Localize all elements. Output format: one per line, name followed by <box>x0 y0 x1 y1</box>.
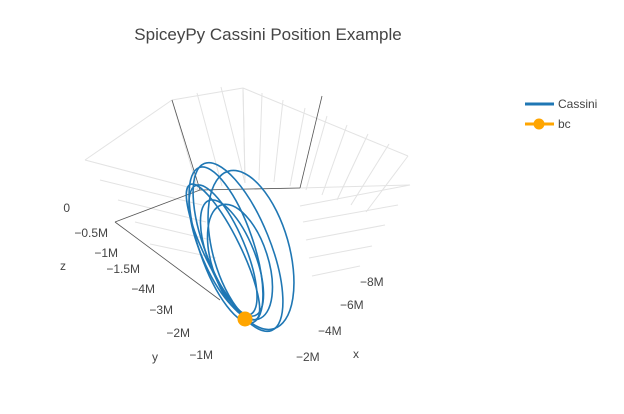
grid-line <box>242 87 246 184</box>
grid-line <box>305 224 386 241</box>
x-tick-label: −6M <box>340 298 364 312</box>
grid-lines <box>84 86 411 277</box>
grid-line <box>99 179 203 206</box>
axis-line <box>114 221 221 301</box>
z-tick-label: −2M <box>166 326 190 340</box>
axis-lines <box>114 95 323 301</box>
cassini-orbit <box>199 199 265 317</box>
legend-item-bc[interactable]: bc <box>525 117 571 131</box>
z-tick-label: −3M <box>149 303 173 317</box>
axis-line <box>199 187 301 191</box>
grid-line <box>289 107 306 187</box>
z-axis-label: z <box>60 259 66 273</box>
y-axis-label: y <box>152 350 158 364</box>
grid-line <box>242 87 409 157</box>
cassini-orbit <box>206 203 274 321</box>
grid-line <box>84 99 173 161</box>
legend-marker-bc <box>533 118 545 130</box>
grid-line <box>196 92 223 187</box>
legend-item-cassini[interactable]: Cassini <box>525 97 597 111</box>
grid-line <box>308 245 373 259</box>
grid-line <box>299 184 411 207</box>
grid-line <box>365 155 409 213</box>
grid-line <box>321 124 348 196</box>
z-tick-label: −1M <box>94 246 118 260</box>
z-tick-label: −0.5M <box>74 226 108 240</box>
y-tick-label: −1M <box>189 348 213 362</box>
x-tick-label: −8M <box>360 275 384 289</box>
z-tick-label: −1.5M <box>106 262 140 276</box>
z-tick-label: −4M <box>131 282 155 296</box>
grid-line <box>171 87 244 101</box>
grid-line <box>258 92 263 181</box>
grid-line <box>117 199 207 223</box>
legend-label-bc: bc <box>558 117 571 131</box>
z-tick-label: 0 <box>63 201 70 215</box>
grid-line <box>134 221 212 241</box>
grid-line <box>302 204 399 223</box>
cassini-orbit <box>207 169 295 331</box>
grid-line <box>84 159 200 191</box>
legend: Cassini bc <box>525 97 597 131</box>
chart-title: SpiceyPy Cassini Position Example <box>134 25 401 44</box>
grid-line <box>350 143 390 206</box>
bc-trace[interactable] <box>237 311 253 327</box>
cassini-trajectory[interactable] <box>174 152 310 343</box>
axis-line <box>171 99 201 191</box>
x-axis-label: x <box>353 347 359 361</box>
x-tick-label: −2M <box>296 350 320 364</box>
grid-line <box>311 265 361 277</box>
grid-line <box>336 133 369 201</box>
grid-line <box>220 86 246 184</box>
bc-marker <box>237 311 253 327</box>
x-tick-label: −4M <box>318 324 342 338</box>
cassini-orbit <box>192 161 284 333</box>
grid-line <box>305 115 328 191</box>
axis-line <box>299 95 323 189</box>
grid-line <box>299 184 411 189</box>
legend-label-cassini: Cassini <box>558 97 597 111</box>
grid-line <box>273 99 284 183</box>
